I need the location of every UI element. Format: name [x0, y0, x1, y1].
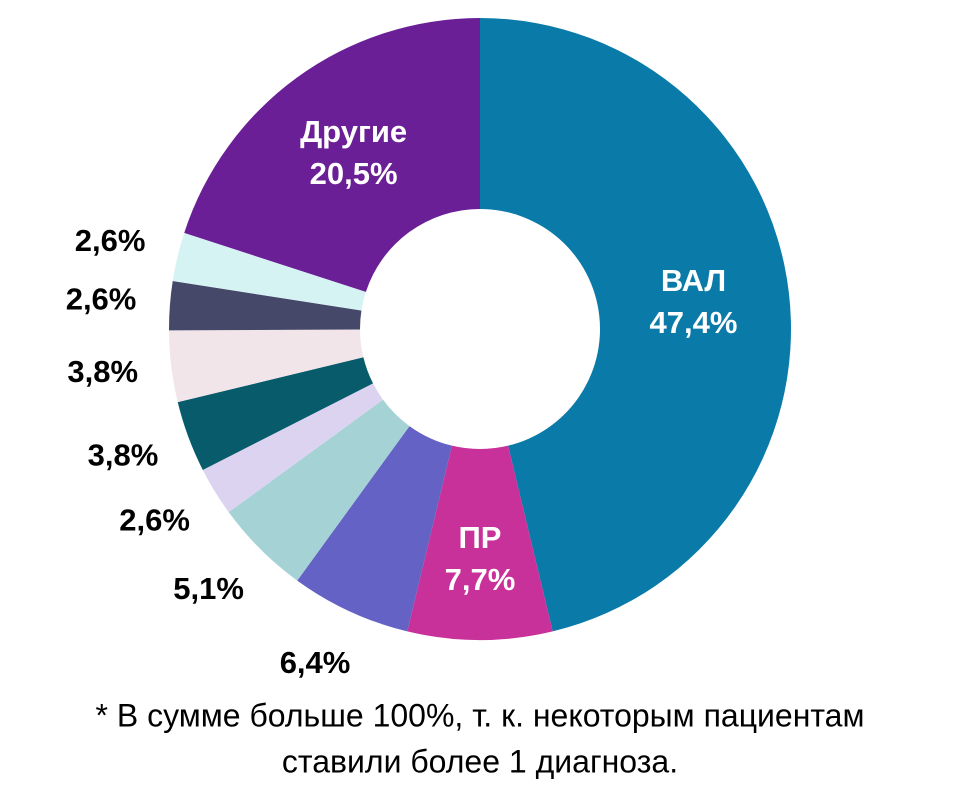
footnote: * В сумме больше 100%, т. к. некоторым п…: [96, 697, 865, 733]
value-label: 5,1%: [173, 571, 244, 606]
value-label: 2,6%: [119, 503, 190, 538]
slice: [228, 399, 410, 581]
slice: [169, 329, 364, 403]
slice: [177, 357, 374, 470]
value-label: 3,8%: [67, 354, 138, 389]
value-label: 2,6%: [66, 281, 137, 316]
slice-name: ВАЛ: [661, 263, 726, 298]
slice: [168, 281, 362, 331]
value-label: 6,4%: [280, 645, 351, 680]
value-label: 20,5%: [310, 156, 398, 191]
slice: [184, 18, 480, 292]
slice: [480, 18, 792, 632]
footnote: ставили более 1 диагноза.: [282, 743, 678, 779]
slice-name: Другие: [300, 114, 407, 149]
slice: [407, 445, 553, 641]
value-label: 7,7%: [445, 562, 516, 597]
slice: [172, 232, 366, 311]
slice: [202, 383, 384, 513]
value-label: 47,4%: [650, 305, 738, 340]
slice: [297, 426, 452, 632]
value-label: 2,6%: [75, 223, 146, 258]
value-label: 3,8%: [88, 437, 159, 472]
slice-name: ПР: [459, 520, 502, 555]
